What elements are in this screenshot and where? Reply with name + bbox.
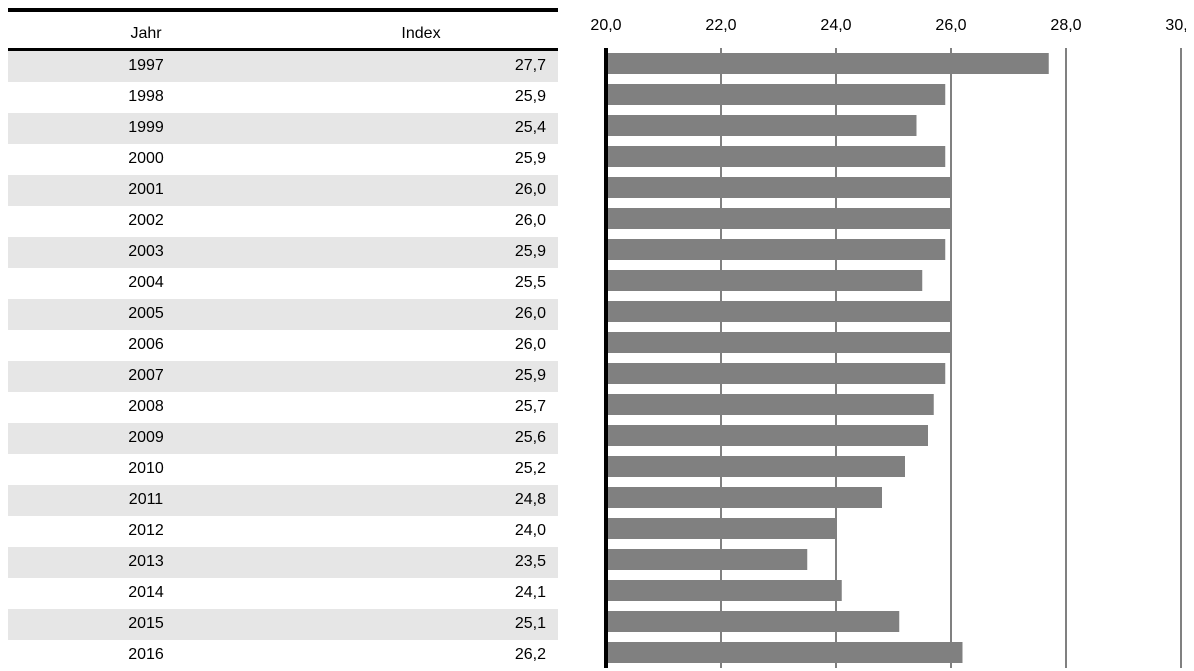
data-table: Jahr Index 1997 27,7 1998 25,9 1999 25,4 2000 2…	[8, 8, 558, 671]
row-index-value: 25,2	[514, 460, 546, 477]
table-row: 2016 26,2	[8, 640, 558, 671]
bar	[606, 270, 923, 291]
table-row: 1997 27,7	[8, 51, 558, 82]
tick-labels: 20,0 22,0 24,0 26,0 28,0 30,0	[590, 17, 1186, 34]
row-index-value: 27,7	[514, 57, 546, 74]
bar	[606, 301, 951, 322]
row-index-value: 24,8	[514, 491, 546, 508]
bar	[606, 332, 951, 353]
table-row: 2006 26,0	[8, 330, 558, 361]
row-year: 2002	[128, 212, 164, 229]
table-row: 2009 25,6	[8, 423, 558, 454]
row-year: 2008	[128, 398, 164, 415]
bar	[606, 146, 946, 167]
bar	[606, 177, 951, 198]
bar	[606, 208, 951, 229]
row-index-value: 26,0	[514, 305, 546, 322]
table-row: 2012 24,0	[8, 516, 558, 547]
bars	[606, 53, 1049, 663]
x-tick-label: 28,0	[1050, 17, 1081, 34]
row-index-value: 26,2	[514, 646, 546, 663]
row-year: 1998	[128, 88, 164, 105]
row-year: 2011	[128, 491, 164, 508]
table-row: 1998 25,9	[8, 82, 558, 113]
table-row: 2001 26,0	[8, 175, 558, 206]
row-index-value: 25,9	[514, 243, 546, 260]
table-row: 1999 25,4	[8, 113, 558, 144]
bar	[606, 115, 917, 136]
gridlines	[720, 48, 1182, 668]
row-year: 2005	[128, 305, 164, 322]
row-year: 2012	[128, 522, 164, 539]
table-row: 2000 25,9	[8, 144, 558, 175]
row-year: 2000	[128, 150, 164, 167]
row-index-value: 26,0	[514, 336, 546, 353]
bar	[606, 580, 842, 601]
bar	[606, 425, 928, 446]
x-tick-label: 20,0	[590, 17, 621, 34]
row-index-value: 25,9	[514, 367, 546, 384]
row-year: 2003	[128, 243, 164, 260]
table-body: 1997 27,7 1998 25,9 1999 25,4 2000 25,9 2001 26,0…	[8, 51, 558, 671]
header-index: Index	[401, 25, 441, 42]
x-tick-label: 30,0	[1165, 17, 1186, 34]
bar	[606, 84, 946, 105]
bar	[606, 549, 808, 570]
table-row: 2003 25,9	[8, 237, 558, 268]
row-index-value: 24,0	[514, 522, 546, 539]
row-year: 2004	[128, 274, 164, 291]
row-year: 2010	[128, 460, 164, 477]
table-row: 2011 24,8	[8, 485, 558, 516]
table-row: 2002 26,0	[8, 206, 558, 237]
table-header-rule	[8, 48, 558, 51]
x-tick-label: 22,0	[705, 17, 736, 34]
bar	[606, 642, 963, 663]
row-year: 2006	[128, 336, 164, 353]
row-index-value: 25,9	[514, 150, 546, 167]
row-index-value: 25,7	[514, 398, 546, 415]
x-tick-label: 26,0	[935, 17, 966, 34]
table-row: 2007 25,9	[8, 361, 558, 392]
bar	[606, 394, 934, 415]
bar	[606, 487, 882, 508]
row-year: 2001	[128, 181, 164, 198]
bar-chart: 20,0 22,0 24,0 26,0 28,0 30,0	[590, 17, 1186, 668]
table-header: Jahr Index	[8, 12, 558, 48]
bar	[606, 239, 946, 260]
bar	[606, 456, 905, 477]
row-index-value: 25,6	[514, 429, 546, 446]
bar	[606, 518, 836, 539]
row-year: 2007	[128, 367, 164, 384]
row-index-value: 23,5	[514, 553, 546, 570]
row-year: 2014	[128, 584, 164, 601]
bar	[606, 53, 1049, 74]
row-year: 1999	[128, 119, 164, 136]
bar	[606, 611, 900, 632]
table-row: 2015 25,1	[8, 609, 558, 640]
row-year: 2015	[128, 615, 164, 632]
row-index-value: 26,0	[514, 212, 546, 229]
row-year: 1997	[128, 57, 164, 74]
table-top-rule	[8, 8, 558, 12]
table-row: 2008 25,7	[8, 392, 558, 423]
row-index-value: 25,9	[514, 88, 546, 105]
table-row: 2005 26,0	[8, 299, 558, 330]
table-row: 2010 25,2	[8, 454, 558, 485]
table-row: 2004 25,5	[8, 268, 558, 299]
row-index-value: 26,0	[514, 181, 546, 198]
row-index-value: 25,1	[514, 615, 546, 632]
row-index-value: 24,1	[514, 584, 546, 601]
row-year: 2016	[128, 646, 164, 663]
table-row: 2013 23,5	[8, 547, 558, 578]
table-row: 2014 24,1	[8, 578, 558, 609]
row-year: 2009	[128, 429, 164, 446]
header-year: Jahr	[130, 25, 162, 42]
row-index-value: 25,5	[514, 274, 546, 291]
row-year: 2013	[128, 553, 164, 570]
x-tick-label: 24,0	[820, 17, 851, 34]
row-index-value: 25,4	[514, 119, 546, 136]
bar	[606, 363, 946, 384]
